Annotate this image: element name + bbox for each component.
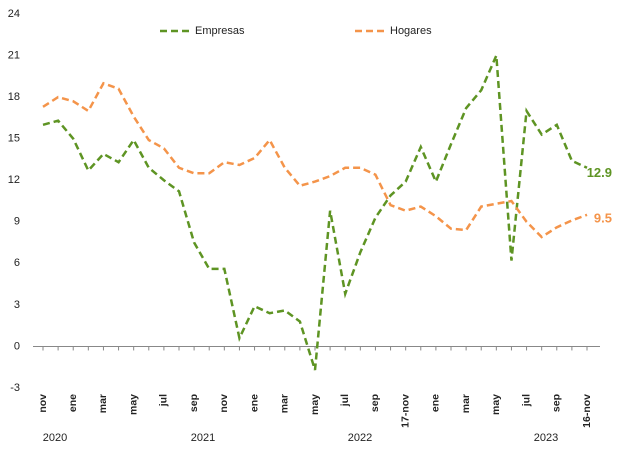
x-tick-label: sep: [369, 394, 381, 412]
y-tick-label: 21: [8, 49, 20, 61]
y-tick-label: 18: [8, 91, 20, 103]
y-tick-label: 0: [14, 340, 20, 352]
x-tick-label: nov: [218, 394, 230, 413]
y-tick-label: 24: [8, 8, 20, 20]
year-label: 2023: [534, 432, 558, 444]
series-line: [42, 55, 588, 371]
x-tick-label: ene: [430, 394, 442, 412]
y-tick-label: 12: [8, 174, 20, 186]
x-tick-label: jul: [520, 394, 532, 407]
y-tick-label: 3: [14, 299, 20, 311]
y-tick-label: -3: [10, 382, 20, 394]
y-tick-label: 9: [14, 216, 20, 228]
x-tick-label: mar: [279, 394, 291, 413]
y-tick-label: 6: [14, 257, 20, 269]
x-tick-label: jul: [158, 394, 170, 407]
x-tick-label: ene: [67, 394, 79, 412]
year-label: 2020: [43, 432, 67, 444]
end-label: 12.9: [587, 165, 612, 180]
x-tick-label: may: [127, 394, 139, 415]
legend-label: Empresas: [195, 25, 245, 37]
year-label: 2021: [191, 432, 215, 444]
year-label: 2022: [348, 432, 372, 444]
x-tick-label: may: [309, 394, 321, 415]
x-tick-label: 17-nov: [399, 394, 411, 428]
y-tick-label: 15: [8, 133, 20, 145]
x-tick-label: sep: [551, 394, 563, 412]
x-tick-label: jul: [339, 394, 351, 407]
x-tick-label: nov: [37, 394, 49, 413]
x-tick-label: sep: [188, 394, 200, 412]
x-tick-label: 16-nov: [581, 394, 593, 428]
x-tick-label: may: [490, 394, 502, 415]
x-tick-label: mar: [460, 394, 472, 413]
end-label: 9.5: [594, 210, 612, 225]
legend-label: Hogares: [390, 25, 432, 37]
x-tick-label: ene: [248, 394, 260, 412]
series-line: [42, 81, 588, 239]
x-tick-label: mar: [97, 394, 109, 413]
